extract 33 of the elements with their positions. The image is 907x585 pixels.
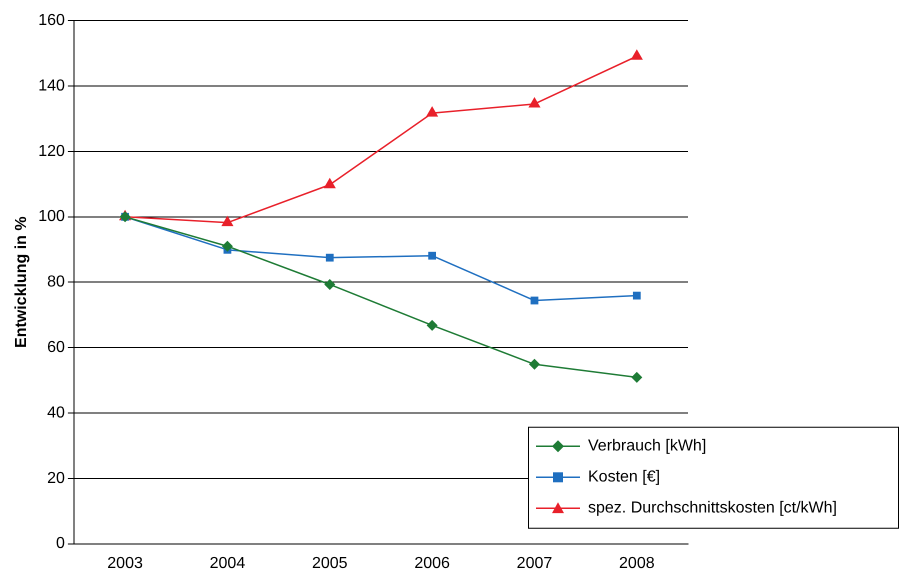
x-tick-label: 2005 xyxy=(312,554,348,572)
legend-label: Verbrauch [kWh] xyxy=(588,438,706,455)
y-tick-label: 120 xyxy=(38,142,65,160)
point xyxy=(530,296,538,304)
point xyxy=(428,252,436,260)
y-tick-label: 160 xyxy=(38,12,65,30)
y-tick-label: 80 xyxy=(47,274,65,291)
point xyxy=(324,278,336,290)
point xyxy=(631,372,642,383)
point xyxy=(528,96,541,108)
y-tick-label: 100 xyxy=(38,208,65,226)
x-tick-label: 2004 xyxy=(210,554,246,572)
x-tick-label: 2003 xyxy=(107,554,143,572)
y-tick-label: 140 xyxy=(38,77,65,94)
point xyxy=(632,292,641,300)
y-axis-title: Entwicklung in % xyxy=(13,216,30,348)
point xyxy=(528,358,540,370)
legend-label: Kosten [€] xyxy=(588,468,660,486)
point xyxy=(426,320,438,331)
y-tick-label: 60 xyxy=(47,339,65,356)
point xyxy=(326,254,334,262)
point xyxy=(426,106,438,117)
legend-label: spez. Durchschnittskosten [ct/kWh] xyxy=(588,500,837,517)
point xyxy=(221,216,234,226)
y-tick-label: 0 xyxy=(56,535,65,552)
point xyxy=(222,240,233,252)
x-tick-label: 2007 xyxy=(516,554,552,572)
y-tick-label: 20 xyxy=(47,470,65,487)
x-tick-label: 2006 xyxy=(414,554,450,572)
x-tick-label: 2008 xyxy=(619,554,655,572)
point xyxy=(324,178,336,188)
y-tick-label: 40 xyxy=(47,404,65,422)
point xyxy=(630,49,643,60)
